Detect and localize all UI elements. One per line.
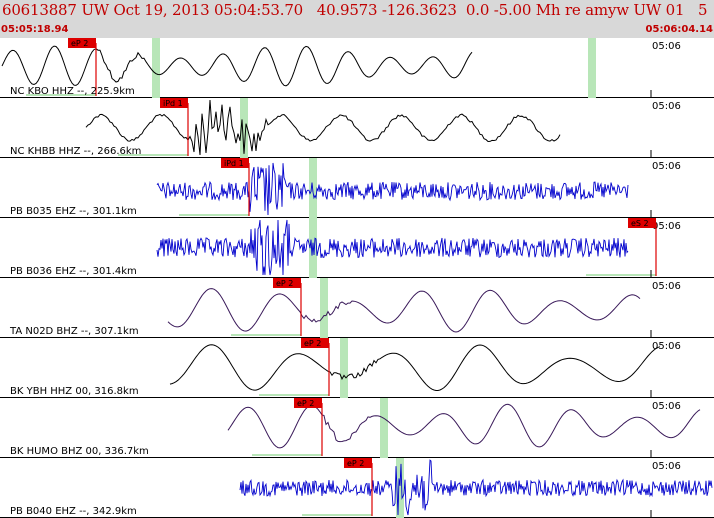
- pick-baseline-marker: [231, 334, 301, 336]
- waveform-trace: [227, 403, 701, 449]
- phase-pick-label: iPd 1: [163, 99, 183, 108]
- time-tick-label: 05:06: [652, 41, 681, 52]
- trace-panels[interactable]: 05:06 eP 2 NC KBO HHZ --, 225.9km 05:06 iPd …: [0, 38, 714, 518]
- time-tick-label: 05:06: [652, 161, 681, 172]
- time-window-marker: [240, 98, 248, 158]
- station-label: BK HUMO BHZ 00, 336.7km: [10, 446, 149, 457]
- phase-pick-label: eP 2: [304, 339, 321, 348]
- pick-baseline-marker: [259, 394, 329, 396]
- station-label: PB B040 EHZ --, 342.9km: [10, 506, 137, 517]
- time-window-marker: [320, 278, 328, 338]
- event-title: 60613887 UW Oct 19, 2013 05:04:53.70 40.…: [2, 1, 708, 19]
- waveform-trace: [167, 288, 641, 333]
- phase-pick-flag[interactable]: [273, 278, 301, 288]
- time-window-marker: [396, 458, 404, 518]
- phase-pick-label: iPd 1: [224, 159, 244, 168]
- station-label: TA N02D BHZ --, 307.1km: [9, 326, 139, 337]
- waveform-trace: [239, 459, 713, 516]
- waveform-trace: [1, 45, 473, 87]
- phase-pick-label: eP 2: [71, 39, 88, 48]
- phase-pick-flag[interactable]: [301, 338, 329, 348]
- pick-baseline-marker: [586, 274, 656, 276]
- waveform-trace: [156, 162, 629, 216]
- event-header: 60613887 UW Oct 19, 2013 05:04:53.70 40.…: [0, 0, 714, 38]
- pick-baseline-marker: [26, 94, 96, 96]
- phase-pick-label: eP 2: [347, 459, 364, 468]
- time-tick-label: 05:06: [652, 341, 681, 352]
- time-window-marker: [152, 38, 160, 98]
- trace-row[interactable]: 05:06 iPd 1 NC KHBB HHZ --, 266.6km: [0, 98, 714, 158]
- time-window-marker: [588, 38, 596, 98]
- time-tick-label: 05:06: [652, 221, 681, 232]
- station-label: PB B036 EHZ --, 301.4km: [10, 266, 137, 277]
- station-label: BK YBH HHZ 00, 316.8km: [10, 386, 139, 397]
- window-end-time: 05:06:04.14: [645, 24, 713, 35]
- trace-row[interactable]: 05:06 iPd 1 PB B035 EHZ --, 301.1km: [0, 158, 714, 218]
- time-window-marker: [340, 338, 348, 398]
- phase-pick-label: eP 2: [297, 399, 314, 408]
- window-start-time: 05:05:18.94: [1, 24, 69, 35]
- time-tick-label: 05:06: [652, 401, 681, 412]
- time-tick-label: 05:06: [652, 461, 681, 472]
- phase-pick-flag[interactable]: [68, 38, 96, 48]
- phase-pick-label: eP 2: [276, 279, 293, 288]
- pick-baseline-marker: [118, 154, 188, 156]
- pick-baseline-marker: [179, 214, 249, 216]
- phase-pick-flag[interactable]: [160, 98, 188, 108]
- phase-pick-label: eS 2: [631, 219, 649, 228]
- pick-baseline-marker: [252, 454, 322, 456]
- waveform-trace: [156, 219, 629, 276]
- phase-pick-flag[interactable]: [294, 398, 322, 408]
- station-label: NC KHBB HHZ --, 266.6km: [10, 146, 141, 157]
- trace-row[interactable]: 05:06 eP 2 NC KBO HHZ --, 225.9km: [0, 38, 714, 98]
- station-label: NC KBO HHZ --, 225.9km: [10, 86, 135, 97]
- waveform-trace: [169, 344, 661, 391]
- trace-row[interactable]: 05:06 eP 2 BK HUMO BHZ 00, 336.7km: [0, 398, 714, 458]
- time-window-marker: [380, 398, 388, 458]
- trace-row[interactable]: 05:06 eP 2 BK YBH HHZ 00, 316.8km: [0, 338, 714, 398]
- time-tick-label: 05:06: [652, 281, 681, 292]
- time-tick-label: 05:06: [652, 101, 681, 112]
- phase-pick-flag[interactable]: [221, 158, 249, 168]
- phase-pick-flag[interactable]: [344, 458, 372, 468]
- waveform-trace: [85, 99, 561, 156]
- station-label: PB B035 EHZ --, 301.1km: [10, 206, 137, 217]
- trace-row[interactable]: 05:06 eP 2 PB B040 EHZ --, 342.9km: [0, 458, 714, 518]
- trace-row[interactable]: 05:06 eP 2 TA N02D BHZ --, 307.1km: [0, 278, 714, 338]
- phase-pick-flag[interactable]: [628, 218, 656, 228]
- pick-baseline-marker: [302, 514, 372, 516]
